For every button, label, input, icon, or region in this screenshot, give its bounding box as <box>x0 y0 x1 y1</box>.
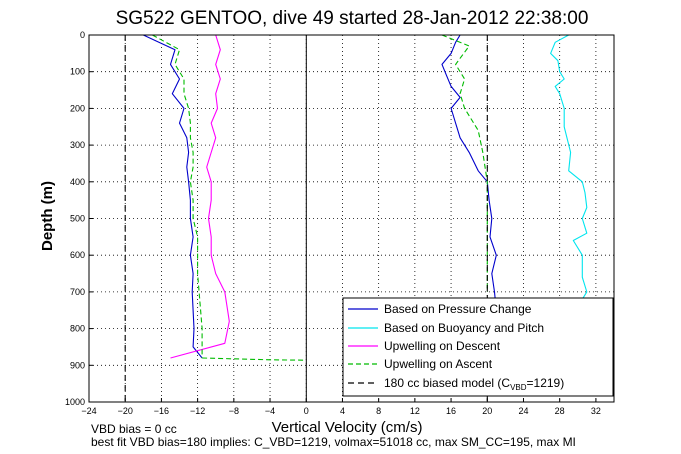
x-tick-label: −12 <box>190 406 205 416</box>
y-tick-label: 1000 <box>65 397 85 407</box>
x-tick-label: 8 <box>376 406 381 416</box>
y-tick-label: 900 <box>70 360 85 370</box>
x-tick-label: −20 <box>118 406 133 416</box>
legend-label-model-main: 180 cc biased model (C <box>384 376 510 390</box>
y-tick-label: 400 <box>70 177 85 187</box>
legend-label-buoyancy: Based on Buoyancy and Pitch <box>384 321 544 335</box>
plot-area <box>124 34 588 402</box>
series-upwelling-ascent <box>152 34 203 358</box>
series-upwelling-ascent <box>441 34 488 292</box>
x-tick-label: −4 <box>265 406 275 416</box>
x-tick-label: 20 <box>482 406 492 416</box>
legend-label-model-tail: =1219) <box>527 376 565 390</box>
legend-label-ascent: Upwelling on Ascent <box>384 357 493 371</box>
x-tick-label: 12 <box>410 406 420 416</box>
y-tick-label: 200 <box>70 103 85 113</box>
series-upwelling-ascent <box>202 357 307 361</box>
legend-label-model: 180 cc biased model (CVBD=1219) <box>384 376 564 392</box>
annotation-best-fit: best fit VBD bias=180 implies: C_VBD=121… <box>91 435 576 449</box>
x-tick-label: 28 <box>555 406 565 416</box>
y-tick-label: 800 <box>70 324 85 334</box>
legend-label-descent: Upwelling on Descent <box>384 339 501 353</box>
series-buoyancy-pitch <box>550 34 588 300</box>
x-tick-label: −8 <box>229 406 239 416</box>
legend-box <box>342 297 614 397</box>
series-pressure-change <box>441 34 497 347</box>
legend: Based on Pressure Change Based on Buoyan… <box>342 297 614 397</box>
x-tick-label: −24 <box>81 406 96 416</box>
legend-label-pressure: Based on Pressure Change <box>384 302 532 316</box>
chart-title: SG522 GENTOO, dive 49 started 28-Jan-201… <box>116 8 589 29</box>
series-pressure-change <box>143 34 203 359</box>
series-upwelling-descent <box>170 34 230 359</box>
y-ticks: 0 100 200 300 400 500 600 700 800 900 1000 <box>65 30 93 407</box>
x-ticks: −24 −20 −16 −12 −8 −4 0 4 8 12 16 20 24 28 32 <box>81 398 601 416</box>
y-tick-label: 300 <box>70 140 85 150</box>
annotation-vbd-bias: VBD bias = 0 cc <box>91 422 177 436</box>
y-tick-label: 0 <box>80 30 85 40</box>
y-tick-label: 100 <box>70 67 85 77</box>
x-tick-label: 4 <box>340 406 345 416</box>
x-tick-label: 32 <box>591 406 601 416</box>
y-tick-label: 500 <box>70 214 85 224</box>
legend-label-model-sub: VBD <box>510 383 527 392</box>
x-tick-label: 24 <box>518 406 528 416</box>
x-tick-label: −16 <box>154 406 169 416</box>
y-tick-label: 700 <box>70 287 85 297</box>
y-tick-label: 600 <box>70 250 85 260</box>
x-tick-label: 16 <box>446 406 456 416</box>
y-axis-label: Depth (m) <box>39 181 56 251</box>
x-tick-label: 0 <box>304 406 309 416</box>
x-axis-label: Vertical Velocity (cm/s) <box>272 419 423 436</box>
